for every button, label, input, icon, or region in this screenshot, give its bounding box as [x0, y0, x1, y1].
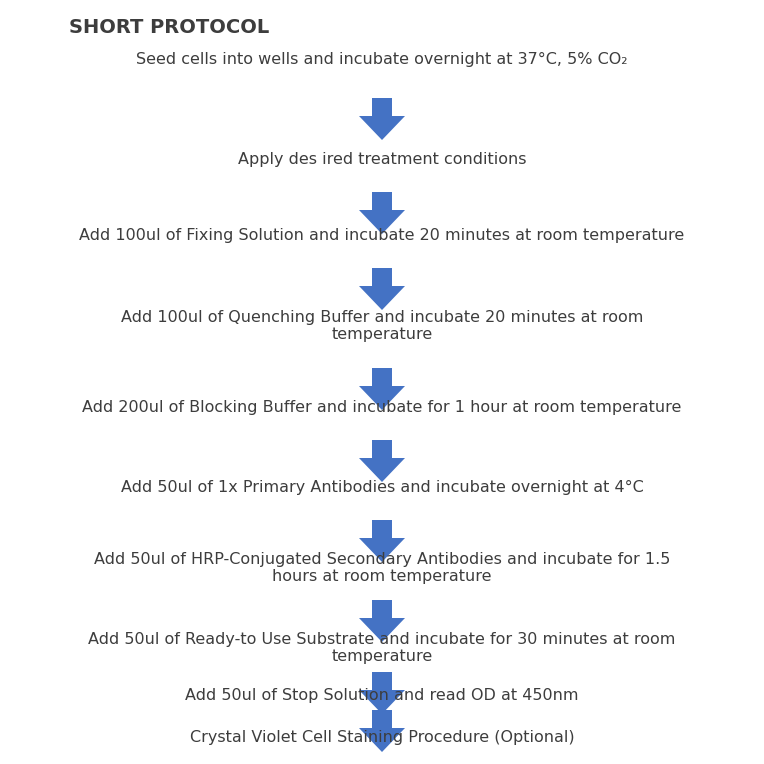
Text: Add 50ul of 1x Primary Antibodies and incubate overnight at 4°C: Add 50ul of 1x Primary Antibodies and in…: [121, 480, 643, 495]
Text: Seed cells into wells and incubate overnight at 37°C, 5% CO₂: Seed cells into wells and incubate overn…: [136, 52, 628, 67]
Text: Apply des ired treatment conditions: Apply des ired treatment conditions: [238, 152, 526, 167]
Text: SHORT PROTOCOL: SHORT PROTOCOL: [69, 18, 269, 37]
Polygon shape: [359, 268, 405, 310]
Polygon shape: [359, 710, 405, 752]
Polygon shape: [359, 440, 405, 482]
Polygon shape: [359, 98, 405, 140]
Text: Add 100ul of Quenching Buffer and incubate 20 minutes at room
temperature: Add 100ul of Quenching Buffer and incuba…: [121, 310, 643, 342]
Text: Crystal Violet Cell Staining Procedure (Optional): Crystal Violet Cell Staining Procedure (…: [189, 730, 575, 745]
Text: Add 50ul of Stop Solution and read OD at 450nm: Add 50ul of Stop Solution and read OD at…: [185, 688, 579, 703]
Text: Add 200ul of Blocking Buffer and incubate for 1 hour at room temperature: Add 200ul of Blocking Buffer and incubat…: [83, 400, 681, 415]
Polygon shape: [359, 192, 405, 234]
Polygon shape: [359, 672, 405, 714]
Polygon shape: [359, 520, 405, 562]
Text: Add 50ul of Ready-to Use Substrate and incubate for 30 minutes at room
temperatu: Add 50ul of Ready-to Use Substrate and i…: [89, 632, 675, 665]
Polygon shape: [359, 600, 405, 642]
Text: Add 100ul of Fixing Solution and incubate 20 minutes at room temperature: Add 100ul of Fixing Solution and incubat…: [79, 228, 685, 243]
Text: Add 50ul of HRP-Conjugated Secondary Antibodies and incubate for 1.5
hours at ro: Add 50ul of HRP-Conjugated Secondary Ant…: [94, 552, 670, 584]
Polygon shape: [359, 368, 405, 410]
